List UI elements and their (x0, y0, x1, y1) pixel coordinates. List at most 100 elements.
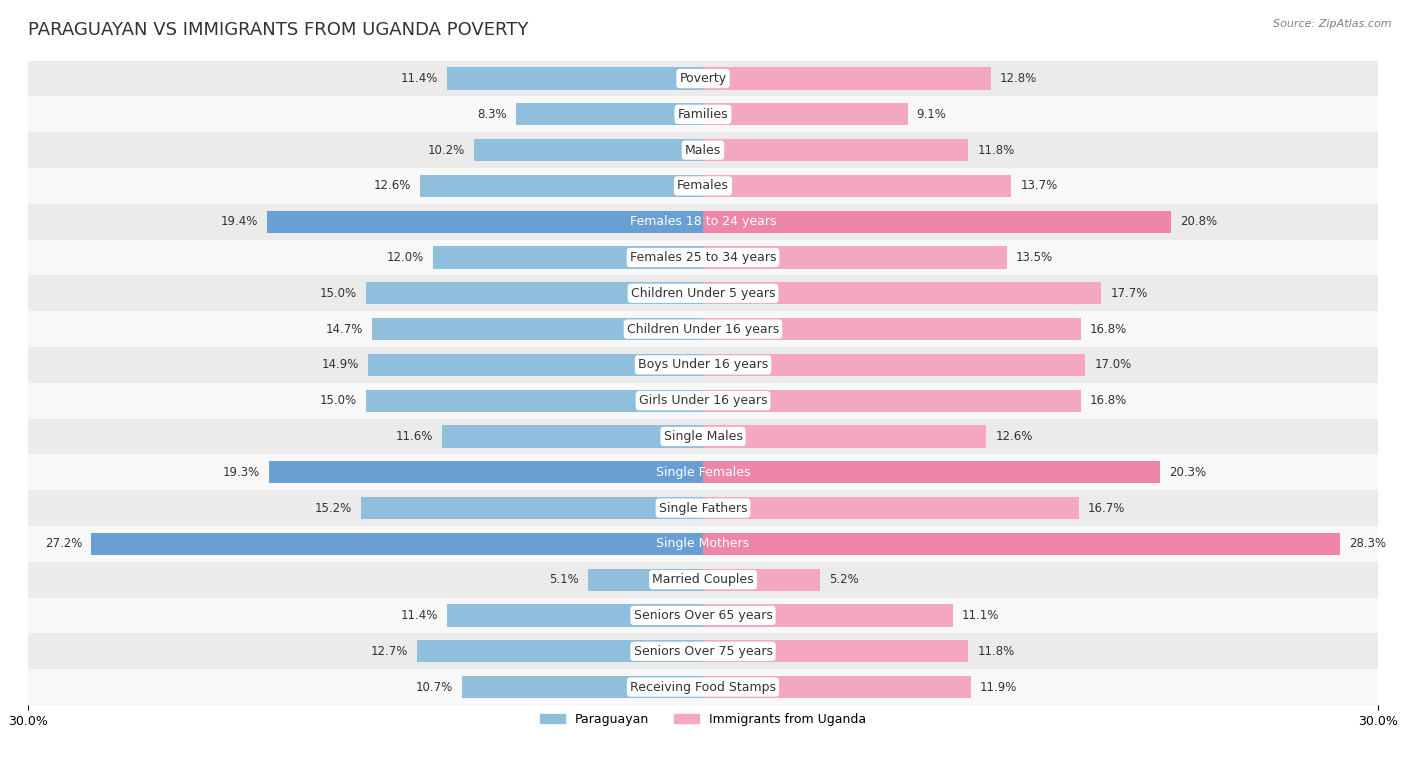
Text: PARAGUAYAN VS IMMIGRANTS FROM UGANDA POVERTY: PARAGUAYAN VS IMMIGRANTS FROM UGANDA POV… (28, 21, 529, 39)
Text: 12.6%: 12.6% (995, 430, 1033, 443)
Text: Poverty: Poverty (679, 72, 727, 85)
Bar (28, 275, 1378, 312)
Bar (28, 526, 1378, 562)
Text: 14.7%: 14.7% (326, 323, 363, 336)
Bar (447, 604, 703, 627)
Text: 11.9%: 11.9% (980, 681, 1017, 694)
Bar (28, 562, 1378, 597)
Bar (28, 132, 1378, 168)
Bar (28, 454, 1378, 490)
Bar (28, 597, 1378, 634)
Bar (433, 246, 703, 268)
Text: 16.8%: 16.8% (1090, 323, 1128, 336)
Text: 12.6%: 12.6% (373, 180, 411, 193)
Bar (703, 211, 1171, 233)
Bar (28, 418, 1378, 454)
Text: 12.8%: 12.8% (1000, 72, 1038, 85)
Bar (28, 96, 1378, 132)
Bar (28, 634, 1378, 669)
Text: 10.2%: 10.2% (427, 143, 464, 157)
Text: 9.1%: 9.1% (917, 108, 946, 121)
Text: 13.5%: 13.5% (1015, 251, 1053, 264)
Bar (441, 425, 703, 447)
Bar (703, 497, 1078, 519)
Text: 11.4%: 11.4% (401, 609, 437, 622)
Text: 12.0%: 12.0% (387, 251, 425, 264)
Bar (703, 318, 1081, 340)
Text: 19.3%: 19.3% (222, 465, 260, 479)
Text: Children Under 5 years: Children Under 5 years (631, 287, 775, 300)
Text: Seniors Over 65 years: Seniors Over 65 years (634, 609, 772, 622)
Bar (703, 282, 1101, 305)
Text: 17.0%: 17.0% (1094, 359, 1132, 371)
Bar (28, 383, 1378, 418)
Bar (703, 139, 969, 161)
Bar (368, 354, 703, 376)
Bar (588, 568, 703, 590)
Text: 15.0%: 15.0% (319, 394, 357, 407)
Text: 11.8%: 11.8% (977, 143, 1015, 157)
Bar (28, 168, 1378, 204)
Text: Females 18 to 24 years: Females 18 to 24 years (630, 215, 776, 228)
Text: 17.7%: 17.7% (1111, 287, 1147, 300)
Bar (418, 641, 703, 662)
Text: Source: ZipAtlas.com: Source: ZipAtlas.com (1274, 19, 1392, 29)
Bar (463, 676, 703, 698)
Text: 19.4%: 19.4% (221, 215, 257, 228)
Text: 5.2%: 5.2% (830, 573, 859, 586)
Bar (91, 533, 703, 555)
Bar (361, 497, 703, 519)
Bar (366, 282, 703, 305)
Bar (703, 533, 1340, 555)
Text: 12.7%: 12.7% (371, 645, 408, 658)
Bar (703, 676, 970, 698)
Bar (516, 103, 703, 125)
Bar (703, 103, 908, 125)
Bar (447, 67, 703, 89)
Text: 5.1%: 5.1% (550, 573, 579, 586)
Text: Families: Families (678, 108, 728, 121)
Text: 11.1%: 11.1% (962, 609, 1000, 622)
Text: 11.6%: 11.6% (395, 430, 433, 443)
Text: 10.7%: 10.7% (416, 681, 453, 694)
Bar (28, 204, 1378, 240)
Bar (373, 318, 703, 340)
Text: 15.0%: 15.0% (319, 287, 357, 300)
Bar (703, 604, 953, 627)
Text: Males: Males (685, 143, 721, 157)
Text: 11.4%: 11.4% (401, 72, 437, 85)
Text: 8.3%: 8.3% (478, 108, 508, 121)
Bar (703, 461, 1160, 484)
Text: 11.8%: 11.8% (977, 645, 1015, 658)
Text: 28.3%: 28.3% (1348, 537, 1386, 550)
Bar (703, 568, 820, 590)
Text: 16.7%: 16.7% (1088, 502, 1125, 515)
Text: Single Mothers: Single Mothers (657, 537, 749, 550)
Text: 15.2%: 15.2% (315, 502, 352, 515)
Text: 20.3%: 20.3% (1168, 465, 1206, 479)
Text: Single Females: Single Females (655, 465, 751, 479)
Bar (28, 61, 1378, 96)
Bar (703, 246, 1007, 268)
Text: Seniors Over 75 years: Seniors Over 75 years (634, 645, 772, 658)
Text: Boys Under 16 years: Boys Under 16 years (638, 359, 768, 371)
Text: Single Males: Single Males (664, 430, 742, 443)
Bar (269, 461, 703, 484)
Bar (703, 641, 969, 662)
Bar (28, 347, 1378, 383)
Text: 27.2%: 27.2% (45, 537, 82, 550)
Text: Girls Under 16 years: Girls Under 16 years (638, 394, 768, 407)
Bar (28, 240, 1378, 275)
Bar (703, 425, 987, 447)
Bar (703, 175, 1011, 197)
Legend: Paraguayan, Immigrants from Uganda: Paraguayan, Immigrants from Uganda (534, 708, 872, 731)
Text: Married Couples: Married Couples (652, 573, 754, 586)
Bar (703, 390, 1081, 412)
Text: Females: Females (678, 180, 728, 193)
Bar (703, 67, 991, 89)
Bar (28, 312, 1378, 347)
Bar (28, 669, 1378, 705)
Text: 20.8%: 20.8% (1180, 215, 1218, 228)
Text: Receiving Food Stamps: Receiving Food Stamps (630, 681, 776, 694)
Text: Single Fathers: Single Fathers (659, 502, 747, 515)
